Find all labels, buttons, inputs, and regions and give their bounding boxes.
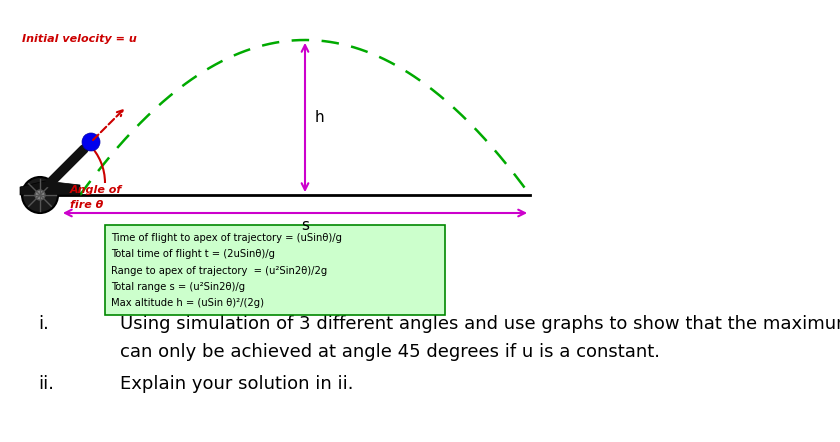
Text: Using simulation of 3 different angles and use graphs to show that the maximum r: Using simulation of 3 different angles a… [120, 315, 840, 333]
Text: Range to apex of trajectory  = (u²Sin2θ)/2g: Range to apex of trajectory = (u²Sin2θ)/… [111, 266, 328, 276]
Text: Time of flight to apex of trajectory = (uSinθ)/g: Time of flight to apex of trajectory = (… [111, 233, 342, 243]
FancyBboxPatch shape [105, 225, 445, 315]
Text: can only be achieved at angle 45 degrees if u is a constant.: can only be achieved at angle 45 degrees… [120, 343, 660, 361]
Text: Total time of flight t = (2uSinθ)/g: Total time of flight t = (2uSinθ)/g [111, 249, 275, 259]
Text: Total range s = (u²Sin2θ)/g: Total range s = (u²Sin2θ)/g [111, 282, 245, 292]
Circle shape [82, 133, 100, 151]
Polygon shape [20, 181, 80, 195]
Text: h: h [315, 110, 324, 125]
Circle shape [35, 190, 45, 200]
Text: Explain your solution in ii.: Explain your solution in ii. [120, 375, 354, 393]
Text: ii.: ii. [38, 375, 54, 393]
Text: Initial velocity = u: Initial velocity = u [22, 34, 137, 44]
Text: s: s [301, 218, 309, 233]
Text: fire θ: fire θ [70, 200, 103, 210]
Text: i.: i. [38, 315, 49, 333]
Text: Angle of: Angle of [70, 185, 123, 195]
Circle shape [22, 177, 58, 213]
Text: Max altitude h = (uSin θ)²/(2g): Max altitude h = (uSin θ)²/(2g) [111, 298, 264, 309]
